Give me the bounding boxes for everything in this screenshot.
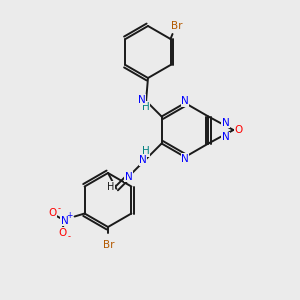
Text: O: O — [234, 125, 242, 135]
Text: N: N — [221, 132, 229, 142]
Text: -: - — [57, 204, 60, 213]
Text: +: + — [66, 211, 73, 220]
Text: N: N — [181, 96, 189, 106]
Text: O: O — [49, 208, 57, 218]
Text: O: O — [58, 227, 67, 238]
Text: N: N — [139, 155, 147, 165]
Text: Br: Br — [171, 21, 182, 31]
Text: H: H — [142, 146, 150, 156]
Text: Br: Br — [103, 240, 115, 250]
Text: H: H — [107, 182, 114, 192]
Text: H: H — [142, 102, 150, 112]
Text: N: N — [221, 118, 229, 128]
Text: N: N — [124, 172, 132, 182]
Text: N: N — [181, 154, 189, 164]
Text: -: - — [67, 232, 70, 241]
Text: N: N — [138, 95, 146, 105]
Text: N: N — [61, 215, 68, 226]
